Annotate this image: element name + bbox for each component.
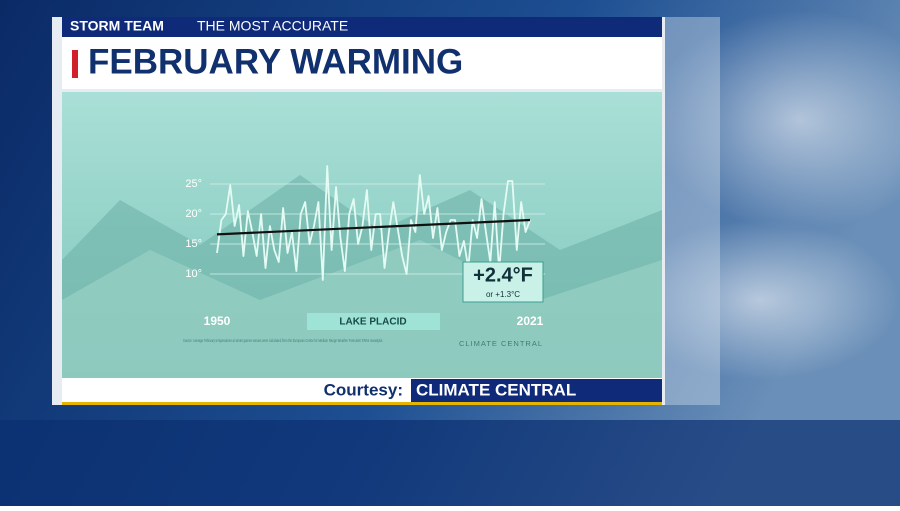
logo: CLIMATE CENTRAL bbox=[459, 339, 543, 348]
y-tick-label: 25° bbox=[185, 178, 202, 190]
brand-strip bbox=[62, 17, 662, 37]
footer-rule bbox=[62, 402, 662, 405]
annotation-sub: or +1.3°C bbox=[486, 290, 520, 299]
annotation: +2.4°F bbox=[473, 264, 533, 286]
source-note: Source: Average February temperatures at… bbox=[183, 338, 383, 343]
title-bar bbox=[62, 37, 662, 89]
y-tick-label: 20° bbox=[185, 208, 202, 220]
floor bbox=[0, 420, 900, 506]
footer-source-box bbox=[411, 379, 662, 403]
footer-source: CLIMATE CENTRAL bbox=[416, 380, 576, 399]
footer-label: Courtesy: bbox=[324, 380, 403, 399]
location-box bbox=[307, 313, 440, 330]
y-tick-label: 10° bbox=[185, 268, 202, 280]
brand: STORM TEAM bbox=[70, 18, 164, 34]
glass-panel bbox=[665, 17, 720, 405]
location: LAKE PLACID bbox=[339, 317, 406, 328]
tagline: THE MOST ACCURATE bbox=[197, 18, 348, 34]
annotation-box bbox=[462, 261, 544, 303]
mountains bbox=[62, 240, 662, 378]
y-tick-label: 15° bbox=[185, 238, 202, 250]
title-accent bbox=[72, 50, 78, 78]
trend-line bbox=[216, 218, 531, 236]
x-tick-label: 2021 bbox=[517, 314, 544, 328]
x-tick-label: 1950 bbox=[204, 314, 231, 328]
title: FEBRUARY WARMING bbox=[88, 42, 463, 81]
cloud bbox=[650, 10, 900, 230]
cloud bbox=[620, 220, 900, 380]
